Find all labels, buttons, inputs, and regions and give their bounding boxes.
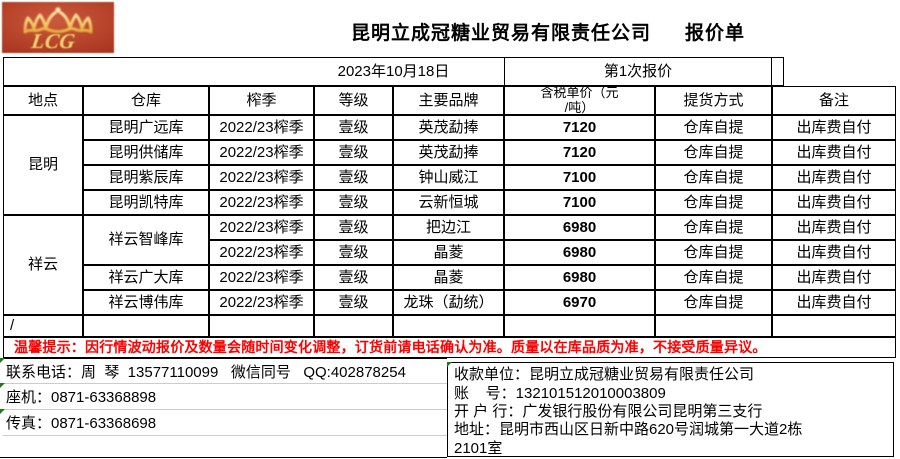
svg-text:LCG: LCG	[29, 29, 77, 53]
